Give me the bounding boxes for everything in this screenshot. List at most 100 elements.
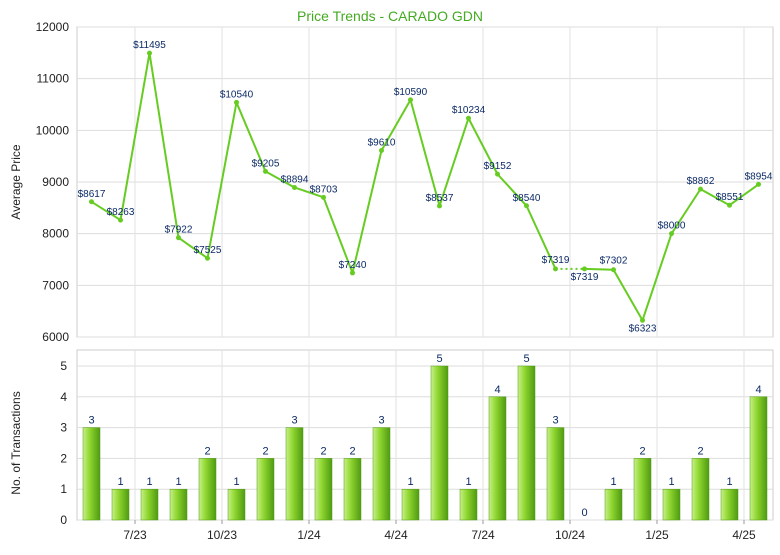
x-axis-tick-label: 4/25 [732,528,756,542]
price-point [118,217,123,223]
transaction-bar [256,458,275,521]
price-point [234,99,239,105]
transactions-y-tick-label: 4 [60,390,67,404]
transactions-y-tick-label: 1 [60,482,67,496]
price-point [727,202,732,208]
price-point [205,255,210,261]
price-data-label: $9152 [484,161,512,172]
price-data-label: $7240 [339,260,367,271]
transaction-bar-label: 1 [407,476,413,488]
price-line-segment [700,188,730,207]
price-point [350,270,355,276]
price-data-label: $8862 [687,176,715,187]
price-line-segment [294,186,324,199]
price-line-segment [438,117,470,207]
price-point [582,266,587,272]
price-y-tick-label: 8000 [42,227,69,241]
transaction-bar-label: 1 [610,476,616,488]
price-point [640,317,645,323]
price-point [466,115,471,121]
x-axis-tick-label: 10/24 [555,528,585,542]
transaction-bar [140,488,159,521]
transactions-y-tick-label: 5 [60,359,67,373]
price-line-segment [351,150,383,274]
price-point [263,168,268,174]
transaction-bar-label: 3 [378,415,384,427]
transaction-bar-label: 2 [349,445,355,457]
price-data-label: $11495 [133,40,166,51]
transactions-y-axis-label: No. of Transactions [9,391,23,494]
transaction-bar [517,365,536,521]
transaction-bar [198,458,217,521]
price-line-segment [670,188,702,235]
price-line-segment [322,196,354,274]
price-line-segment [409,99,441,207]
price-point [321,194,326,200]
transaction-bar [227,488,246,521]
price-data-label: $10590 [394,87,428,98]
transaction-bar-label: 2 [204,445,210,457]
price-data-label: $8537 [426,193,454,204]
price-line-segment [584,267,614,271]
chart-title: Price Trends - CARADO GDN [297,8,483,24]
price-line-segment [177,236,209,260]
price-y-tick-label: 7000 [42,278,69,292]
price-point [495,171,500,177]
price-data-label: $8263 [107,207,135,218]
transaction-bar-label: 2 [320,445,326,457]
price-y-axis-label: Average Price [9,144,23,219]
price-line-segment [148,52,180,238]
price-point [698,186,703,192]
transaction-bar-label: 5 [436,353,442,365]
transaction-bar [720,488,739,521]
price-data-label: $10540 [220,89,254,100]
price-y-tick-label: 12000 [36,20,70,34]
x-axis-tick-label: 1/25 [645,528,669,542]
price-point [437,203,442,209]
transaction-bar-label: 1 [668,476,674,488]
price-point [553,266,558,272]
transaction-bar-label: 1 [175,476,181,488]
price-data-label: $7525 [194,245,222,256]
transaction-bar [633,458,652,521]
transaction-bar [430,365,449,521]
price-line-segment [265,170,295,189]
transactions-y-tick-label: 3 [60,421,67,435]
price-data-label: $6323 [629,323,657,334]
transaction-bar [343,458,362,521]
price-y-tick-label: 9000 [42,175,69,189]
transaction-bar-label: 2 [262,445,268,457]
price-line-segment [525,205,557,270]
transaction-bar [488,396,507,521]
transaction-bar-label: 2 [697,445,703,457]
transactions-panel: 0 1 2 3 4 5 7/23 10/23 1/24 4/24 7/24 10/24 1/25 4/25… [60,349,774,542]
price-data-label: $8617 [78,189,106,200]
transaction-bar [111,488,130,521]
transactions-y-tick-label: 2 [60,451,67,465]
price-line-segment [728,183,760,207]
price-y-tick-label: 6000 [42,330,69,344]
price-point [669,231,674,237]
transaction-bar-label: 4 [494,384,500,396]
price-data-label: $9610 [368,137,396,148]
price-point [408,97,413,103]
price-panel: 6000 7000 8000 9000 10000 11000 12000 $8617$826… [36,20,774,344]
price-line-segment [206,102,238,259]
price-data-label: $9205 [252,158,280,169]
price-point [176,235,181,241]
price-data-label: $7319 [542,255,570,266]
transaction-bar [749,396,768,521]
transaction-bar-label: 4 [755,384,761,396]
transaction-bar [314,458,333,521]
price-point [524,203,529,209]
price-data-label: $8703 [310,184,338,195]
price-point [611,267,616,273]
price-data-label: $8894 [281,174,309,185]
transaction-bar-label: 1 [233,476,239,488]
x-axis-tick-label: 7/23 [123,528,147,542]
price-y-tick-label: 11000 [37,72,70,86]
price-data-label: $10234 [452,105,486,116]
price-data-label: $8000 [658,221,686,232]
